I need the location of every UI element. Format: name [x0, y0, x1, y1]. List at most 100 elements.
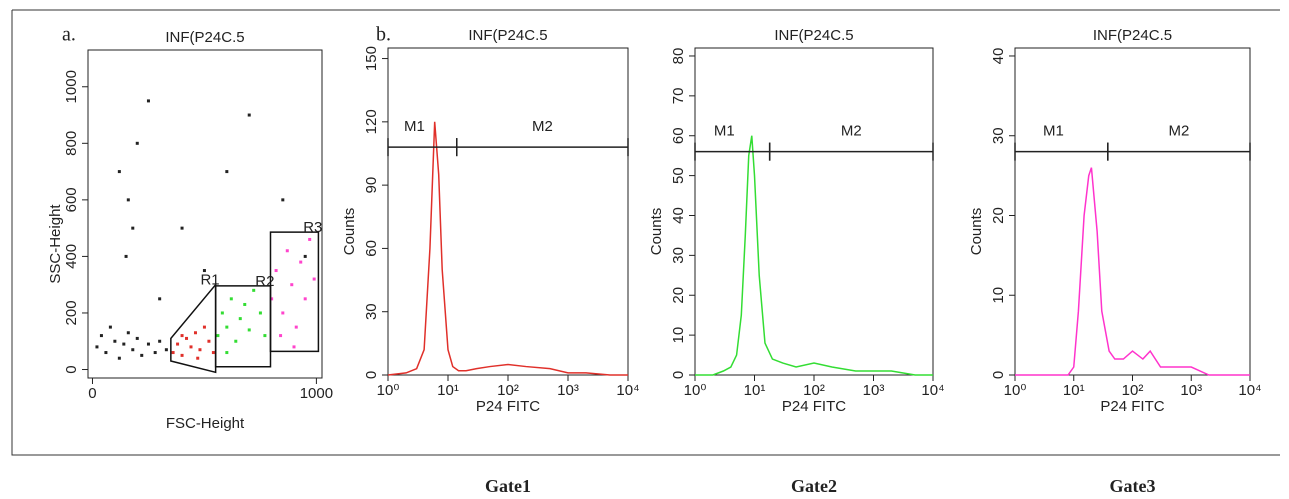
y-tick-label: 40	[990, 48, 1007, 65]
point	[294, 325, 298, 329]
point	[274, 269, 278, 273]
y-tick-label: 1000	[63, 70, 80, 103]
point	[117, 356, 121, 360]
point	[196, 356, 200, 360]
y-axis-label: SSC-Height	[47, 204, 64, 284]
y-tick-label: 40	[670, 207, 687, 224]
marker-range	[456, 138, 629, 157]
y-tick-label: 70	[670, 88, 687, 105]
y-tick-label: 150	[363, 46, 380, 71]
point	[176, 342, 180, 346]
y-tick-label: 200	[63, 300, 80, 325]
point	[225, 351, 229, 355]
x-tick-label: 10⁴	[921, 382, 944, 399]
caption: Gate2	[791, 476, 837, 496]
gate	[170, 282, 217, 374]
point	[202, 269, 206, 273]
y-tick-label: 30	[670, 247, 687, 264]
point	[243, 302, 247, 306]
x-tick-label: 10³	[1180, 382, 1202, 399]
plot-frame	[87, 49, 323, 379]
point	[153, 351, 157, 355]
y-tick-label: 0	[363, 371, 380, 379]
y-tick-label: 800	[63, 131, 80, 156]
point	[113, 339, 117, 343]
point	[238, 317, 242, 321]
caption: Gate3	[1110, 476, 1156, 496]
point	[189, 345, 193, 349]
x-tick-label: 10¹	[1063, 382, 1085, 399]
caption: Gate1	[485, 476, 531, 496]
point	[135, 141, 139, 145]
histogram-line	[1015, 167, 1250, 376]
point	[225, 325, 229, 329]
x-tick-label: 10³	[863, 382, 885, 399]
y-tick-label: 120	[363, 109, 380, 134]
point	[281, 311, 285, 315]
marker-range	[1107, 142, 1251, 161]
point	[279, 334, 283, 338]
point	[207, 339, 211, 343]
point	[303, 297, 307, 301]
point	[185, 336, 189, 340]
x-tick-label: 10¹	[437, 382, 459, 399]
point	[303, 254, 307, 258]
point	[225, 170, 229, 174]
histogram-line	[387, 121, 628, 376]
frame	[11, 9, 1280, 456]
y-tick-label: 30	[363, 303, 380, 320]
x-tick-label: 10²	[497, 382, 519, 399]
x-tick-label: 1000	[300, 385, 333, 402]
point	[131, 348, 135, 352]
marker-label: M1	[404, 118, 425, 135]
point	[180, 334, 184, 338]
point	[171, 351, 175, 355]
point	[140, 353, 144, 357]
point	[263, 334, 267, 338]
y-tick-label: 80	[670, 48, 687, 65]
gate	[214, 285, 272, 368]
x-axis-label: P24 FITC	[476, 398, 540, 415]
point	[126, 198, 130, 202]
histogram-line	[695, 135, 933, 376]
point	[158, 339, 162, 343]
point	[247, 113, 251, 117]
y-axis-label: Counts	[341, 208, 358, 256]
y-tick-label: 60	[670, 127, 687, 144]
x-axis-label: FSC-Height	[166, 415, 245, 432]
gate-label: R3	[303, 219, 322, 236]
y-tick-label: 30	[990, 127, 1007, 144]
point	[290, 283, 294, 287]
panel-label: a.	[62, 24, 76, 46]
marker-range	[1014, 142, 1109, 161]
point	[180, 353, 184, 357]
gate-label: R2	[255, 273, 274, 290]
plot-frame	[1014, 47, 1251, 376]
gate-label: R1	[200, 272, 219, 289]
point	[299, 260, 303, 264]
point	[108, 325, 112, 329]
point	[158, 297, 162, 301]
point	[220, 311, 224, 315]
point	[104, 351, 108, 355]
y-axis-label: Counts	[968, 208, 985, 256]
point	[146, 99, 150, 103]
point	[247, 328, 251, 332]
marker-label: M1	[1043, 123, 1064, 140]
chart-title: INF(P24C.5	[1093, 27, 1172, 44]
panel-label: b.	[376, 24, 391, 46]
x-tick-label: 10⁴	[616, 382, 639, 399]
x-tick-label: 0	[88, 385, 96, 402]
point	[281, 198, 285, 202]
y-tick-label: 50	[670, 167, 687, 184]
y-tick-label: 10	[670, 327, 687, 344]
chart-title: INF(P24C.5	[774, 27, 853, 44]
y-axis-label: Counts	[648, 208, 665, 256]
point	[126, 331, 130, 335]
point	[99, 334, 103, 338]
x-tick-label: 10¹	[744, 382, 766, 399]
x-axis-label: P24 FITC	[1100, 398, 1164, 415]
y-tick-label: 20	[990, 207, 1007, 224]
plot-frame	[694, 47, 934, 376]
